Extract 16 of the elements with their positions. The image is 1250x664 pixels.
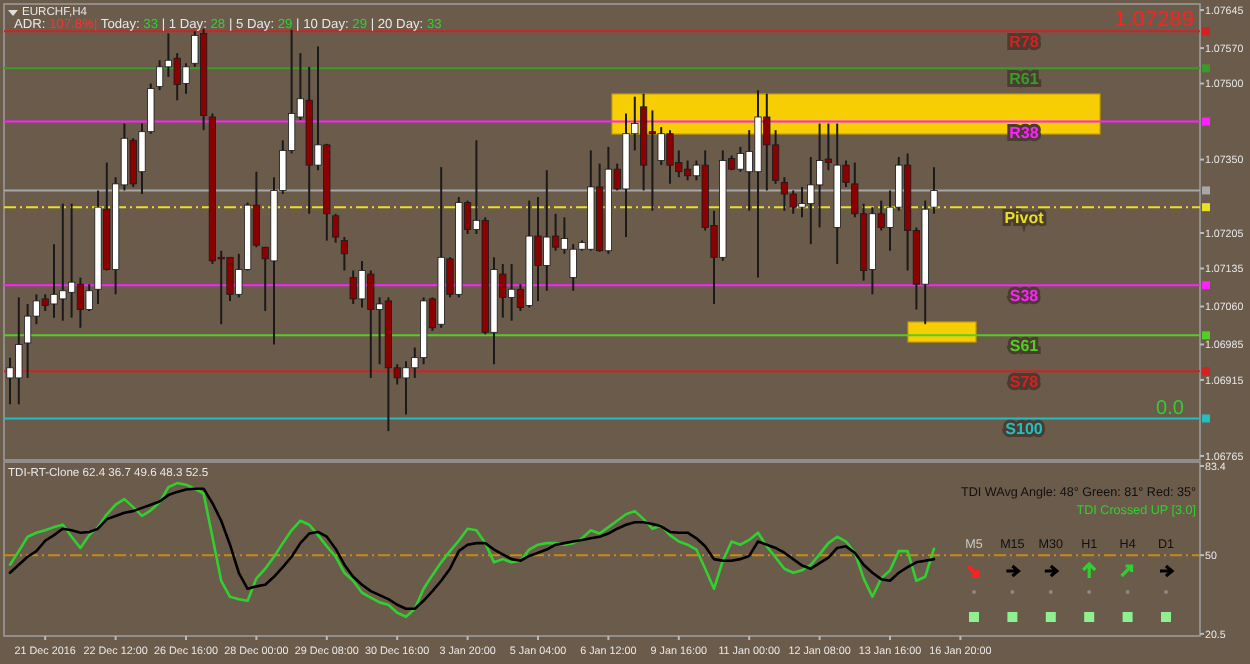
candlestick [930, 166, 938, 215]
candlestick [332, 212, 340, 244]
ref-line-label: S38 [1009, 287, 1040, 306]
annotation: 0.0 [1156, 398, 1185, 420]
candlestick [340, 236, 348, 272]
ref-line-label: R61 [1009, 70, 1040, 89]
ref-line-label: Pivot [1004, 209, 1045, 228]
ref-line-label: S100 [1005, 420, 1044, 439]
annotation: 1.07289 [1114, 8, 1194, 32]
candlestick [156, 59, 164, 92]
ref-line-label: S61 [1009, 337, 1040, 356]
candlestick [24, 302, 32, 379]
ref-line-label: R38 [1009, 123, 1040, 142]
candlestick [85, 283, 93, 313]
ref-line-label: R78 [1009, 33, 1040, 52]
ref-line-label: S78 [1009, 373, 1040, 392]
